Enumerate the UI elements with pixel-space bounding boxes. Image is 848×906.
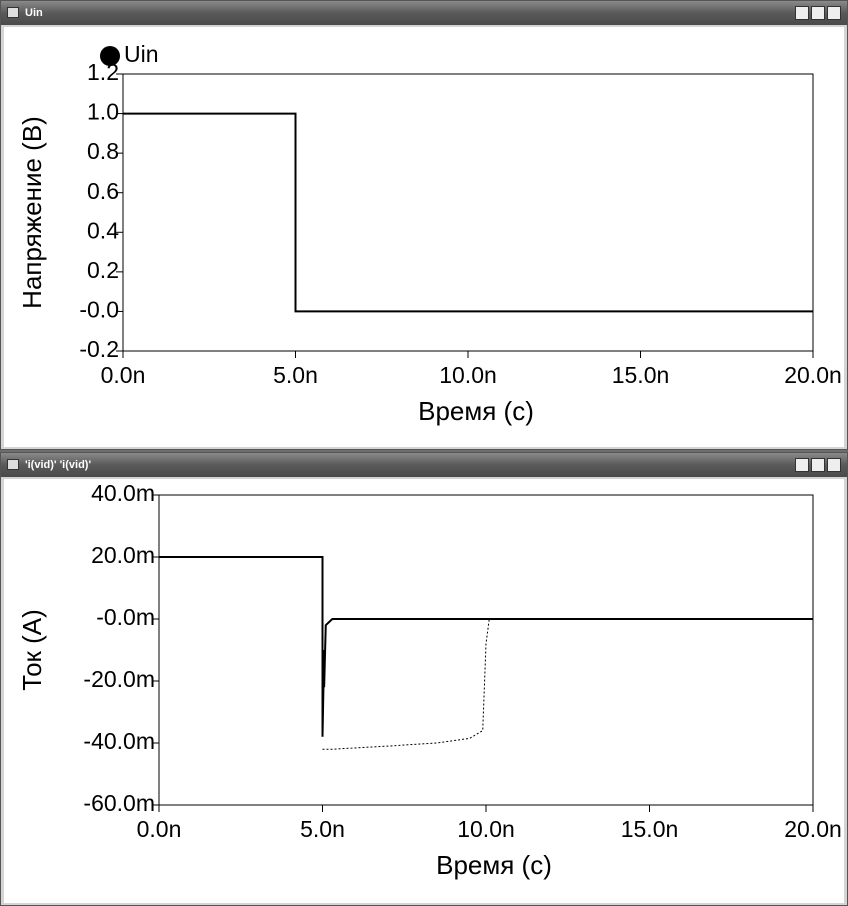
maximize-button[interactable] (811, 458, 825, 472)
window: Uin 1.2 1.0 0.8 0.6 0.4 0.2 -0.0 -0.2 0.0n 5.0n 10… (0, 0, 848, 450)
x-tick-label: 5.0n (300, 816, 345, 842)
x-tick-label: 15.0n (621, 816, 679, 842)
y-tick-label: 1.0 (87, 99, 119, 125)
title-bar: Uin (1, 1, 847, 25)
y-axis-title: Напряжение (В) (17, 116, 47, 309)
series-line (123, 112, 813, 313)
x-tick-label: 15.0n (612, 362, 670, 388)
y-tick-label: 20.0m (91, 542, 155, 568)
window: 'i(vid)' 'i(vid)' 40.0m 20.0m -0.0m -20.0m -… (0, 452, 848, 906)
maximize-button[interactable] (811, 6, 825, 20)
x-tick-label: 10.0n (439, 362, 497, 388)
window-icon (7, 459, 19, 470)
series-line (322, 618, 490, 750)
plot-frame (158, 494, 814, 806)
window-buttons (793, 5, 841, 29)
x-axis-title: Время (с) (436, 850, 552, 880)
x-tick-label: 10.0n (457, 816, 515, 842)
minimize-button[interactable] (795, 458, 809, 472)
window-buttons (793, 457, 841, 481)
y-tick-label: -0.2 (79, 336, 119, 362)
y-tick-label: -0.0m (96, 604, 155, 630)
close-button[interactable] (827, 458, 841, 472)
y-tick-label: 40.0m (91, 480, 155, 506)
window-title: 'i(vid)' 'i(vid)' (25, 459, 92, 471)
x-tick-label: 0.0n (101, 362, 146, 388)
y-tick-label: -0.0 (79, 297, 119, 323)
x-tick-label: 20.0n (784, 362, 842, 388)
window-title: Uin (25, 7, 43, 19)
y-tick-label: 0.6 (87, 178, 119, 204)
window-icon (7, 7, 19, 18)
plot-frame (122, 73, 814, 352)
close-button[interactable] (827, 6, 841, 20)
chart: 1.21.00.80.60.40.2-0.0-0.20.0n 5.0n 10.0n 1… (4, 27, 844, 447)
x-tick-label: 20.0n (784, 816, 842, 842)
legend-marker (100, 46, 120, 66)
chart: 40.0m 20.0m -0.0m -20.0m -40.0m -60.0m0.0n 5.0… (4, 479, 844, 903)
y-tick-label: 0.2 (87, 257, 119, 283)
y-tick-label: -60.0m (83, 790, 155, 816)
y-tick-label: 0.4 (87, 217, 119, 243)
title-bar: 'i(vid)' 'i(vid)' (1, 453, 847, 477)
legend-label: Uin (124, 41, 159, 67)
y-tick-label: 0.8 (87, 138, 119, 164)
minimize-button[interactable] (795, 6, 809, 20)
series-line (159, 556, 813, 737)
x-axis-title: Время (с) (418, 396, 534, 426)
x-tick-label: 0.0n (137, 816, 182, 842)
y-tick-label: -20.0m (83, 666, 155, 692)
x-tick-label: 5.0n (273, 362, 318, 388)
y-tick-label: -40.0m (83, 728, 155, 754)
y-axis-title: Ток (А) (17, 609, 47, 691)
